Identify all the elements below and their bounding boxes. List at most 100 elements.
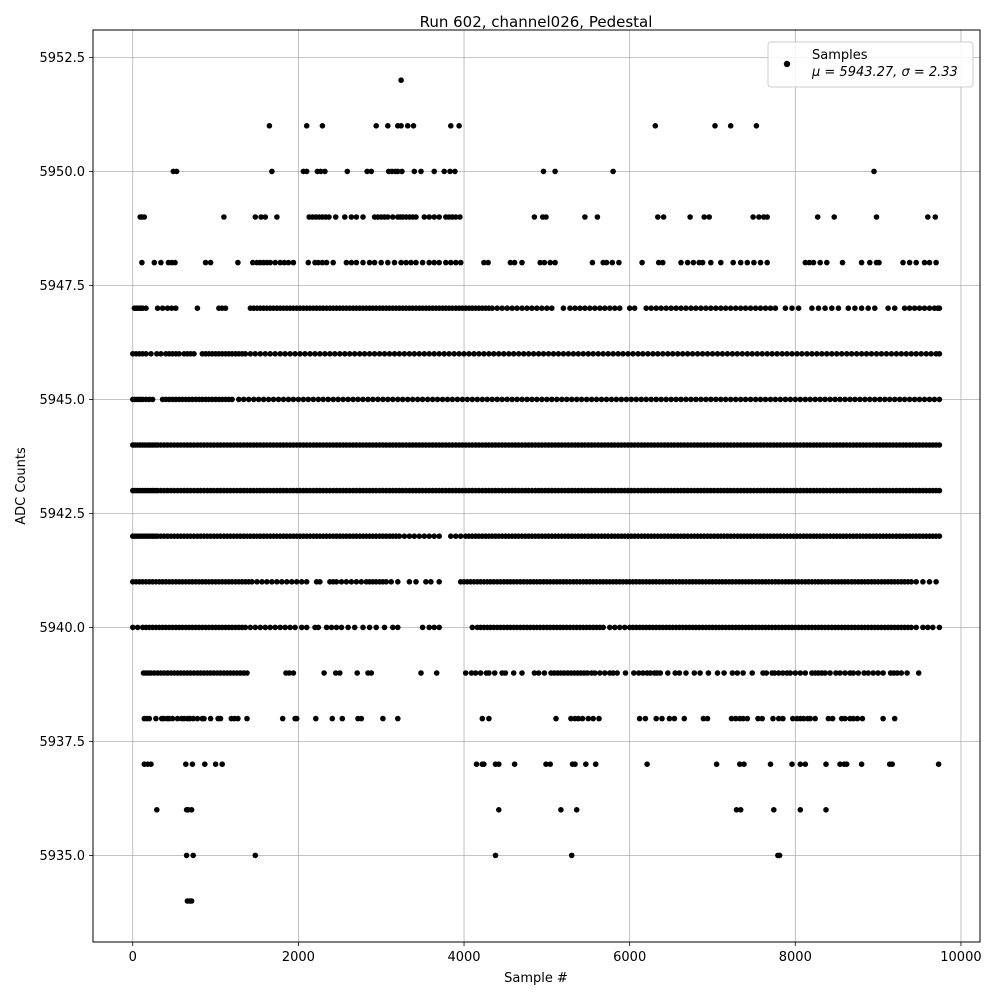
data-point (257, 624, 264, 631)
data-point (176, 351, 182, 357)
data-point (653, 715, 659, 722)
data-point (700, 715, 707, 722)
data-point (477, 670, 484, 676)
data-point (648, 305, 654, 312)
data-point (625, 351, 631, 357)
data-point (926, 259, 933, 266)
data-point (814, 214, 821, 220)
data-point (673, 305, 679, 312)
data-point (332, 670, 339, 676)
data-point (694, 351, 701, 357)
data-point (713, 761, 720, 767)
data-point (303, 579, 310, 585)
data-point (876, 259, 882, 266)
data-point (235, 715, 241, 722)
data-point (443, 259, 449, 266)
data-point (262, 624, 269, 631)
data-point (918, 351, 924, 357)
data-point (751, 259, 757, 266)
data-point (638, 396, 645, 403)
data-point (690, 259, 697, 266)
data-point (829, 351, 835, 357)
data-point (623, 396, 630, 403)
data-point (431, 351, 438, 357)
data-point (668, 305, 674, 312)
data-point (832, 396, 838, 403)
data-point (863, 351, 870, 357)
data-point (457, 259, 464, 266)
data-point (582, 305, 588, 312)
data-point (168, 305, 175, 312)
data-point (570, 351, 577, 357)
data-point (391, 351, 398, 357)
data-point (590, 351, 596, 357)
data-point (287, 624, 293, 631)
data-point (469, 624, 476, 631)
data-point (552, 168, 558, 175)
data-point (916, 396, 923, 403)
data-point (318, 168, 324, 175)
data-point (235, 259, 241, 266)
data-point (453, 533, 459, 539)
data-point (640, 351, 646, 357)
data-point (154, 351, 160, 357)
data-point (398, 77, 404, 83)
data-point (795, 305, 802, 312)
data-point (547, 259, 553, 266)
data-point (229, 396, 235, 403)
data-point (687, 214, 693, 220)
data-point (759, 715, 765, 722)
data-point (906, 305, 913, 312)
data-point (530, 351, 537, 357)
data-point (459, 396, 466, 403)
data-point (436, 533, 443, 539)
data-point (669, 351, 676, 357)
data-point (159, 305, 166, 312)
data-point (784, 351, 790, 357)
data-point (767, 305, 774, 312)
data-point (842, 670, 848, 676)
data-point (925, 214, 931, 220)
data-point (545, 351, 552, 357)
data-point (448, 123, 454, 129)
data-point (817, 259, 823, 266)
data-point (457, 214, 463, 220)
data-point (486, 715, 492, 722)
data-point (877, 396, 883, 403)
data-point (481, 351, 487, 357)
data-point (395, 624, 401, 631)
data-point (747, 396, 754, 403)
data-point (878, 351, 885, 357)
data-point (421, 351, 428, 357)
data-point (880, 715, 886, 722)
data-point (698, 396, 704, 403)
data-point (936, 533, 943, 539)
data-point (740, 715, 746, 722)
data-point (689, 351, 696, 357)
data-point (259, 579, 265, 585)
data-point (769, 351, 775, 357)
data-point (366, 351, 373, 357)
data-point (401, 533, 408, 539)
data-point (930, 624, 936, 631)
data-point (260, 396, 267, 403)
data-point (373, 624, 380, 631)
data-point (448, 259, 454, 266)
x-tick-label: 2000 (282, 950, 315, 965)
data-point (596, 715, 602, 722)
y-tick-label: 5942.5 (40, 507, 86, 522)
data-point (282, 351, 288, 357)
data-point (447, 168, 453, 175)
data-point (543, 761, 549, 767)
data-point (390, 214, 396, 220)
data-point (714, 351, 721, 357)
data-point (920, 624, 926, 631)
data-point (519, 670, 525, 676)
data-point (249, 579, 255, 585)
data-point (342, 351, 348, 357)
data-point (267, 624, 274, 631)
data-point (728, 715, 735, 722)
data-point (499, 305, 505, 312)
data-point (891, 305, 898, 312)
data-point (333, 579, 340, 585)
